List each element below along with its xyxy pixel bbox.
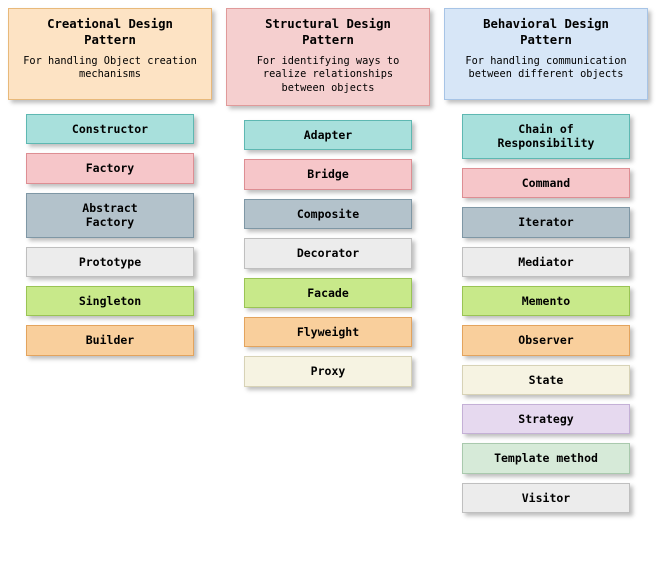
pattern-column: Behavioral Design Pattern For handling co… (444, 8, 648, 522)
pattern-item: Flyweight (244, 317, 411, 347)
pattern-item: Factory (26, 153, 193, 183)
category-header: Structural Design Pattern For identifying… (226, 8, 430, 106)
pattern-item: Composite (244, 199, 411, 229)
category-description: For identifying ways to realize relation… (233, 55, 423, 95)
pattern-item: Constructor (26, 114, 193, 144)
pattern-item: Proxy (244, 356, 411, 386)
pattern-item: Abstract Factory (26, 193, 193, 238)
pattern-column: Creational Design Pattern For handling Ob… (8, 8, 212, 365)
pattern-item: Bridge (244, 159, 411, 189)
category-title: Creational Design Pattern (15, 17, 205, 49)
pattern-item: Observer (462, 325, 629, 355)
pattern-item: Visitor (462, 483, 629, 513)
category-title: Structural Design Pattern (233, 17, 423, 49)
pattern-item: Command (462, 168, 629, 198)
pattern-item: Mediator (462, 247, 629, 277)
pattern-item: Chain of Responsibility (462, 114, 629, 159)
category-header: Behavioral Design Pattern For handling co… (444, 8, 648, 100)
pattern-item: State (462, 365, 629, 395)
pattern-column: Structural Design Pattern For identifying… (226, 8, 430, 396)
pattern-item: Decorator (244, 238, 411, 268)
pattern-item: Memento (462, 286, 629, 316)
pattern-item: Iterator (462, 207, 629, 237)
pattern-item: Adapter (244, 120, 411, 150)
pattern-item: Prototype (26, 247, 193, 277)
category-header: Creational Design Pattern For handling Ob… (8, 8, 212, 100)
pattern-item: Singleton (26, 286, 193, 316)
pattern-item: Template method (462, 443, 629, 473)
category-description: For handling Object creation mechanisms (15, 55, 205, 82)
pattern-item: Strategy (462, 404, 629, 434)
pattern-item: Builder (26, 325, 193, 355)
category-description: For handling communication between diffe… (451, 55, 641, 82)
design-patterns-diagram: Creational Design Pattern For handling Ob… (8, 8, 648, 522)
pattern-item: Facade (244, 278, 411, 308)
category-title: Behavioral Design Pattern (451, 17, 641, 49)
